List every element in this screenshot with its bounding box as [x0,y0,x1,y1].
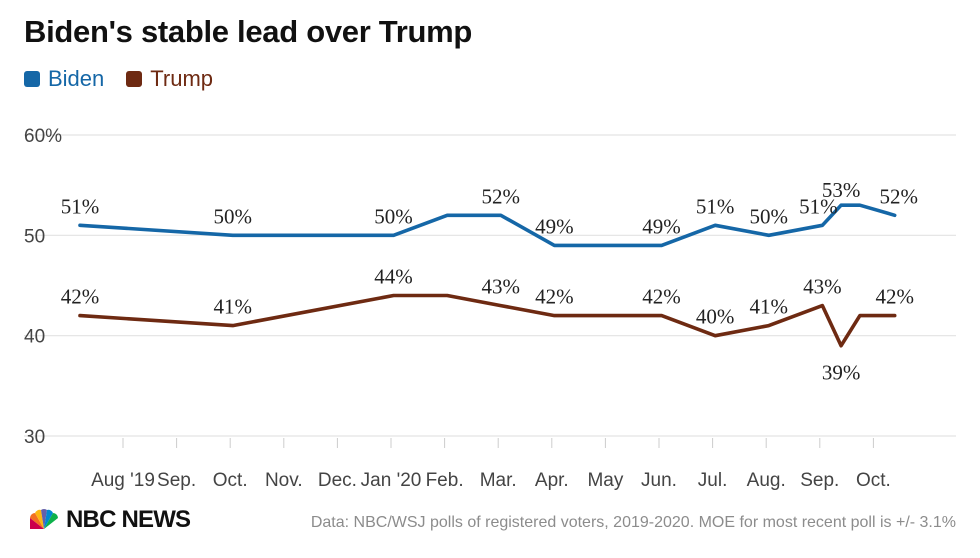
chart-title: Biden's stable lead over Trump [24,14,473,49]
data-label-trump-7: 40% [696,305,735,329]
x-tick-label-6: Feb. [426,470,464,491]
x-tick-label-13: Sep. [800,470,839,491]
data-label-trump-5: 42% [535,285,574,309]
data-label-trump-4: 43% [482,275,521,299]
data-label-trump-12: 42% [875,285,914,309]
source-note: Data: NBC/WSJ polls of registered voters… [310,514,956,531]
x-tick-label-9: May [587,470,623,491]
data-label-trump-8: 41% [750,295,789,319]
x-tick-label-3: Nov. [265,470,303,491]
x-tick-label-12: Aug. [747,470,786,491]
x-tick-label-2: Oct. [213,470,248,491]
x-tick-label-1: Sep. [157,470,196,491]
y-tick-label-30: 30 [24,427,45,448]
data-label-trump-0: 42% [61,285,100,309]
series-line-biden [78,203,897,248]
data-label-biden-7: 51% [696,194,735,218]
legend-item-biden: Biden [24,66,104,92]
legend-label-trump: Trump [150,66,214,91]
x-tick-label-4: Dec. [318,470,357,491]
data-label-biden-1: 50% [214,204,253,228]
x-tick-label-7: Mar. [480,470,517,491]
nbc-news-logo: NBC NEWS [26,506,191,534]
data-label-trump-6: 42% [642,285,681,309]
x-tick-label-5: Jan '20 [361,470,422,491]
data-label-biden-6: 49% [642,214,681,238]
peacock-icon [30,509,58,529]
y-tick-label-40: 40 [24,327,45,348]
data-label-biden-5: 49% [535,214,574,238]
legend-swatch-biden [24,71,40,87]
series-line-trump [78,293,897,348]
data-label-biden-12: 52% [879,184,918,208]
legend: Biden Trump [24,66,235,92]
x-tick-label-14: Oct. [856,470,891,491]
data-label-biden-8: 50% [750,204,789,228]
data-label-trump-9: 43% [803,275,842,299]
data-label-biden-4: 52% [482,184,521,208]
y-tick-label-60: 60% [24,126,62,147]
data-label-trump-1: 41% [214,295,253,319]
data-label-biden-9: 51% [799,194,838,218]
nbc-news-wordmark: NBC NEWS [66,506,191,533]
x-tick-label-10: Jun. [641,470,677,491]
y-tick-label-50: 50 [24,226,45,247]
legend-swatch-trump [126,71,143,87]
data-label-biden-2: 50% [374,204,413,228]
x-tick-label-0: Aug '19 [91,470,155,491]
legend-label-biden: Biden [48,66,105,91]
data-label-trump-2: 44% [374,265,413,289]
data-label-biden-10: 53% [822,178,861,202]
x-tick-label-8: Apr. [535,470,569,491]
data-label-biden-0: 51% [61,194,100,218]
legend-item-trump: Trump [126,66,213,92]
x-tick-label-11: Jul. [698,470,728,491]
data-label-trump-10: 39% [822,361,861,385]
